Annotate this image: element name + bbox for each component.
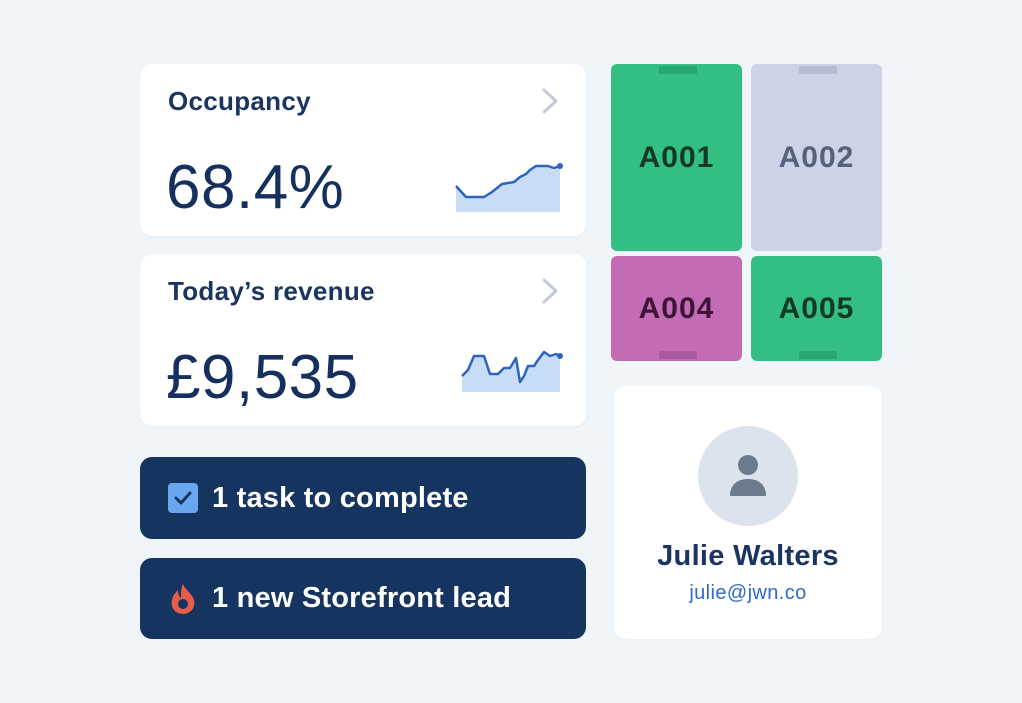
occupancy-value: 68.4% [166,153,345,222]
checkbox-icon [168,483,198,513]
profile-name: Julie Walters [657,540,839,572]
unit-label: A001 [638,140,715,174]
unit-label: A002 [778,140,855,174]
unit-door [799,351,837,359]
unit-tile-a004[interactable]: A004 [611,256,742,361]
unit-label: A004 [638,291,715,325]
task-alert-text: 1 task to complete [212,481,469,514]
unit-tile-a001[interactable]: A001 [611,64,742,251]
flame-icon [171,583,195,614]
unit-door [659,66,697,74]
lead-alert-button[interactable]: 1 new Storefront lead [140,558,586,639]
lead-alert-text: 1 new Storefront lead [212,582,512,614]
occupancy-title: Occupancy [168,86,311,116]
task-alert-button[interactable]: 1 task to complete [140,457,586,539]
avatar [698,426,798,526]
profile-email-link[interactable]: julie@jwn.co [689,582,807,604]
unit-tile-a005[interactable]: A005 [751,256,882,361]
unit-tile-a002[interactable]: A002 [751,64,882,251]
unit-door [799,66,837,74]
chevron-right-icon[interactable] [538,276,562,306]
occupancy-sparkline [455,163,563,212]
chevron-right-icon[interactable] [538,86,562,116]
unit-label: A005 [778,291,855,325]
occupancy-card[interactable]: Occupancy 68.4% [140,64,586,236]
revenue-sparkline [461,350,563,392]
revenue-value: £9,535 [166,343,359,412]
revenue-card[interactable]: Today’s revenue £9,535 [140,254,586,426]
unit-door [659,351,697,359]
user-icon [730,455,766,496]
profile-card[interactable]: Julie Walters julie@jwn.co [614,386,882,639]
revenue-title: Today’s revenue [168,276,375,306]
